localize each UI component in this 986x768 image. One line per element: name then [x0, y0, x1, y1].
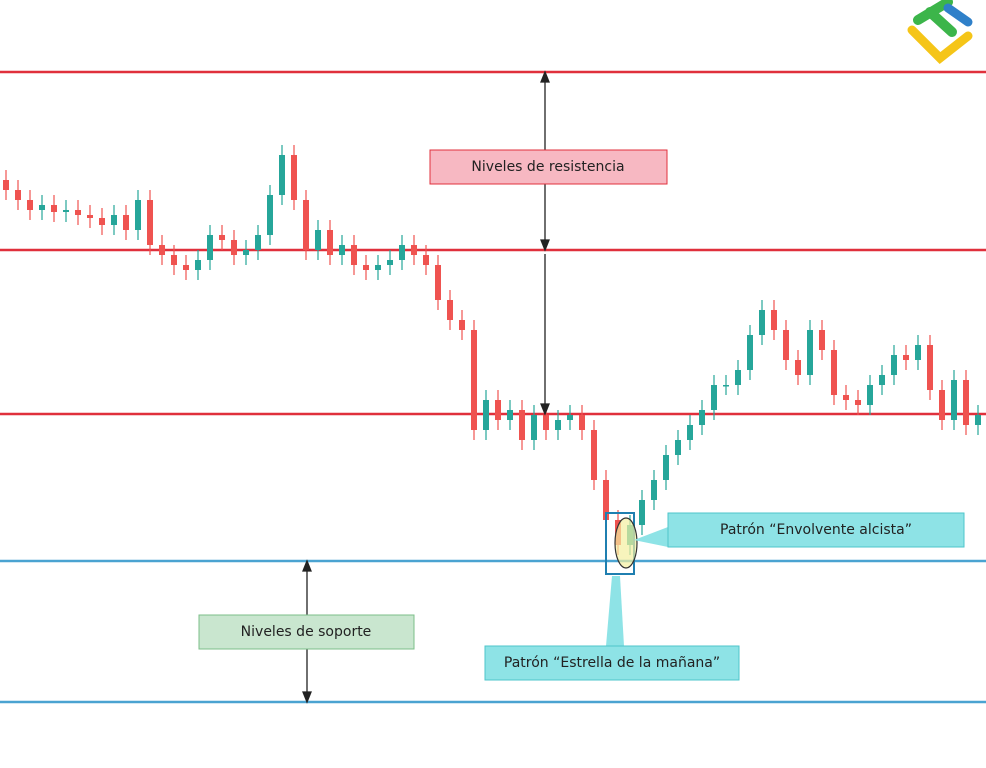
- candle-body: [519, 410, 525, 440]
- candle-body: [723, 385, 729, 387]
- candle-body: [87, 215, 93, 218]
- candle-body: [135, 200, 141, 230]
- candle-body: [663, 455, 669, 480]
- candle-body: [99, 218, 105, 225]
- candle-body: [795, 360, 801, 375]
- candle-body: [915, 345, 921, 360]
- candle-body: [267, 195, 273, 235]
- candle-body: [699, 410, 705, 425]
- callout-pointer: [634, 527, 668, 547]
- candle-body: [879, 375, 885, 385]
- candle-body: [387, 260, 393, 265]
- candle-body: [951, 380, 957, 420]
- candle-body: [255, 235, 261, 250]
- candle-body: [495, 400, 501, 420]
- candle-body: [747, 335, 753, 370]
- candle-body: [411, 245, 417, 255]
- candle-body: [207, 235, 213, 260]
- candle-body: [291, 155, 297, 200]
- candle-body: [63, 210, 69, 212]
- candle-body: [687, 425, 693, 440]
- candle-body: [855, 400, 861, 405]
- candle-body: [567, 415, 573, 420]
- annotation: Patrón “Envolvente alcista”: [720, 522, 912, 538]
- candle-body: [867, 385, 873, 405]
- candle-body: [891, 355, 897, 375]
- candle-body: [603, 480, 609, 520]
- logo: [907, 0, 973, 65]
- candle-body: [27, 200, 33, 210]
- candle-body: [927, 345, 933, 390]
- label-box: [429, 149, 668, 185]
- candle-body: [51, 205, 57, 212]
- candle-body: [675, 440, 681, 455]
- candle-body: [783, 330, 789, 360]
- candle-body: [303, 200, 309, 250]
- candle-body: [771, 310, 777, 330]
- engulfing-ellipse: [614, 517, 638, 569]
- candle-body: [807, 330, 813, 375]
- candle-body: [183, 265, 189, 270]
- candle-body: [543, 415, 549, 430]
- candle-body: [507, 410, 513, 420]
- candle-body: [111, 215, 117, 225]
- candle-body: [819, 330, 825, 350]
- candle-body: [759, 310, 765, 335]
- candle-body: [531, 415, 537, 440]
- candle-body: [399, 245, 405, 260]
- candles: [3, 145, 981, 555]
- candle-body: [579, 415, 585, 430]
- candle-body: [351, 245, 357, 265]
- callout-pointer: [606, 576, 624, 646]
- candle-body: [315, 230, 321, 250]
- label-box: [198, 614, 415, 650]
- candle-body: [339, 245, 345, 255]
- candle-body: [423, 255, 429, 265]
- candle-body: [555, 420, 561, 430]
- candle-body: [639, 500, 645, 525]
- candle-body: [279, 155, 285, 195]
- candle-body: [3, 180, 9, 190]
- candle-body: [447, 300, 453, 320]
- candle-body: [195, 260, 201, 270]
- candle-body: [39, 205, 45, 210]
- candle-body: [327, 230, 333, 255]
- candle-body: [231, 240, 237, 255]
- candle-body: [459, 320, 465, 330]
- resistance-label: Niveles de resistencia: [471, 159, 624, 175]
- candle-body: [363, 265, 369, 270]
- candle-body: [591, 430, 597, 480]
- candle-body: [375, 265, 381, 270]
- label-box: [667, 512, 965, 548]
- candle-body: [435, 265, 441, 300]
- candle-body: [75, 210, 81, 215]
- candle-body: [159, 245, 165, 255]
- candle-body: [939, 390, 945, 420]
- candle-body: [903, 355, 909, 360]
- candle-body: [219, 235, 225, 240]
- label-box: [484, 645, 740, 681]
- candle-body: [843, 395, 849, 400]
- candle-body: [471, 330, 477, 430]
- candle-body: [123, 215, 129, 230]
- candle-body: [831, 350, 837, 395]
- candle-body: [711, 385, 717, 410]
- annotation: Patrón “Estrella de la mañana”: [504, 655, 720, 671]
- candle-body: [651, 480, 657, 500]
- candle-body: [243, 250, 249, 255]
- candle-body: [975, 415, 981, 425]
- support-label: Niveles de soporte: [241, 624, 372, 640]
- candle-body: [963, 380, 969, 425]
- candle-body: [483, 400, 489, 430]
- level-arrows: [302, 70, 550, 704]
- candle-body: [171, 255, 177, 265]
- candle-body: [735, 370, 741, 385]
- candle-body: [15, 190, 21, 200]
- candle-body: [147, 200, 153, 245]
